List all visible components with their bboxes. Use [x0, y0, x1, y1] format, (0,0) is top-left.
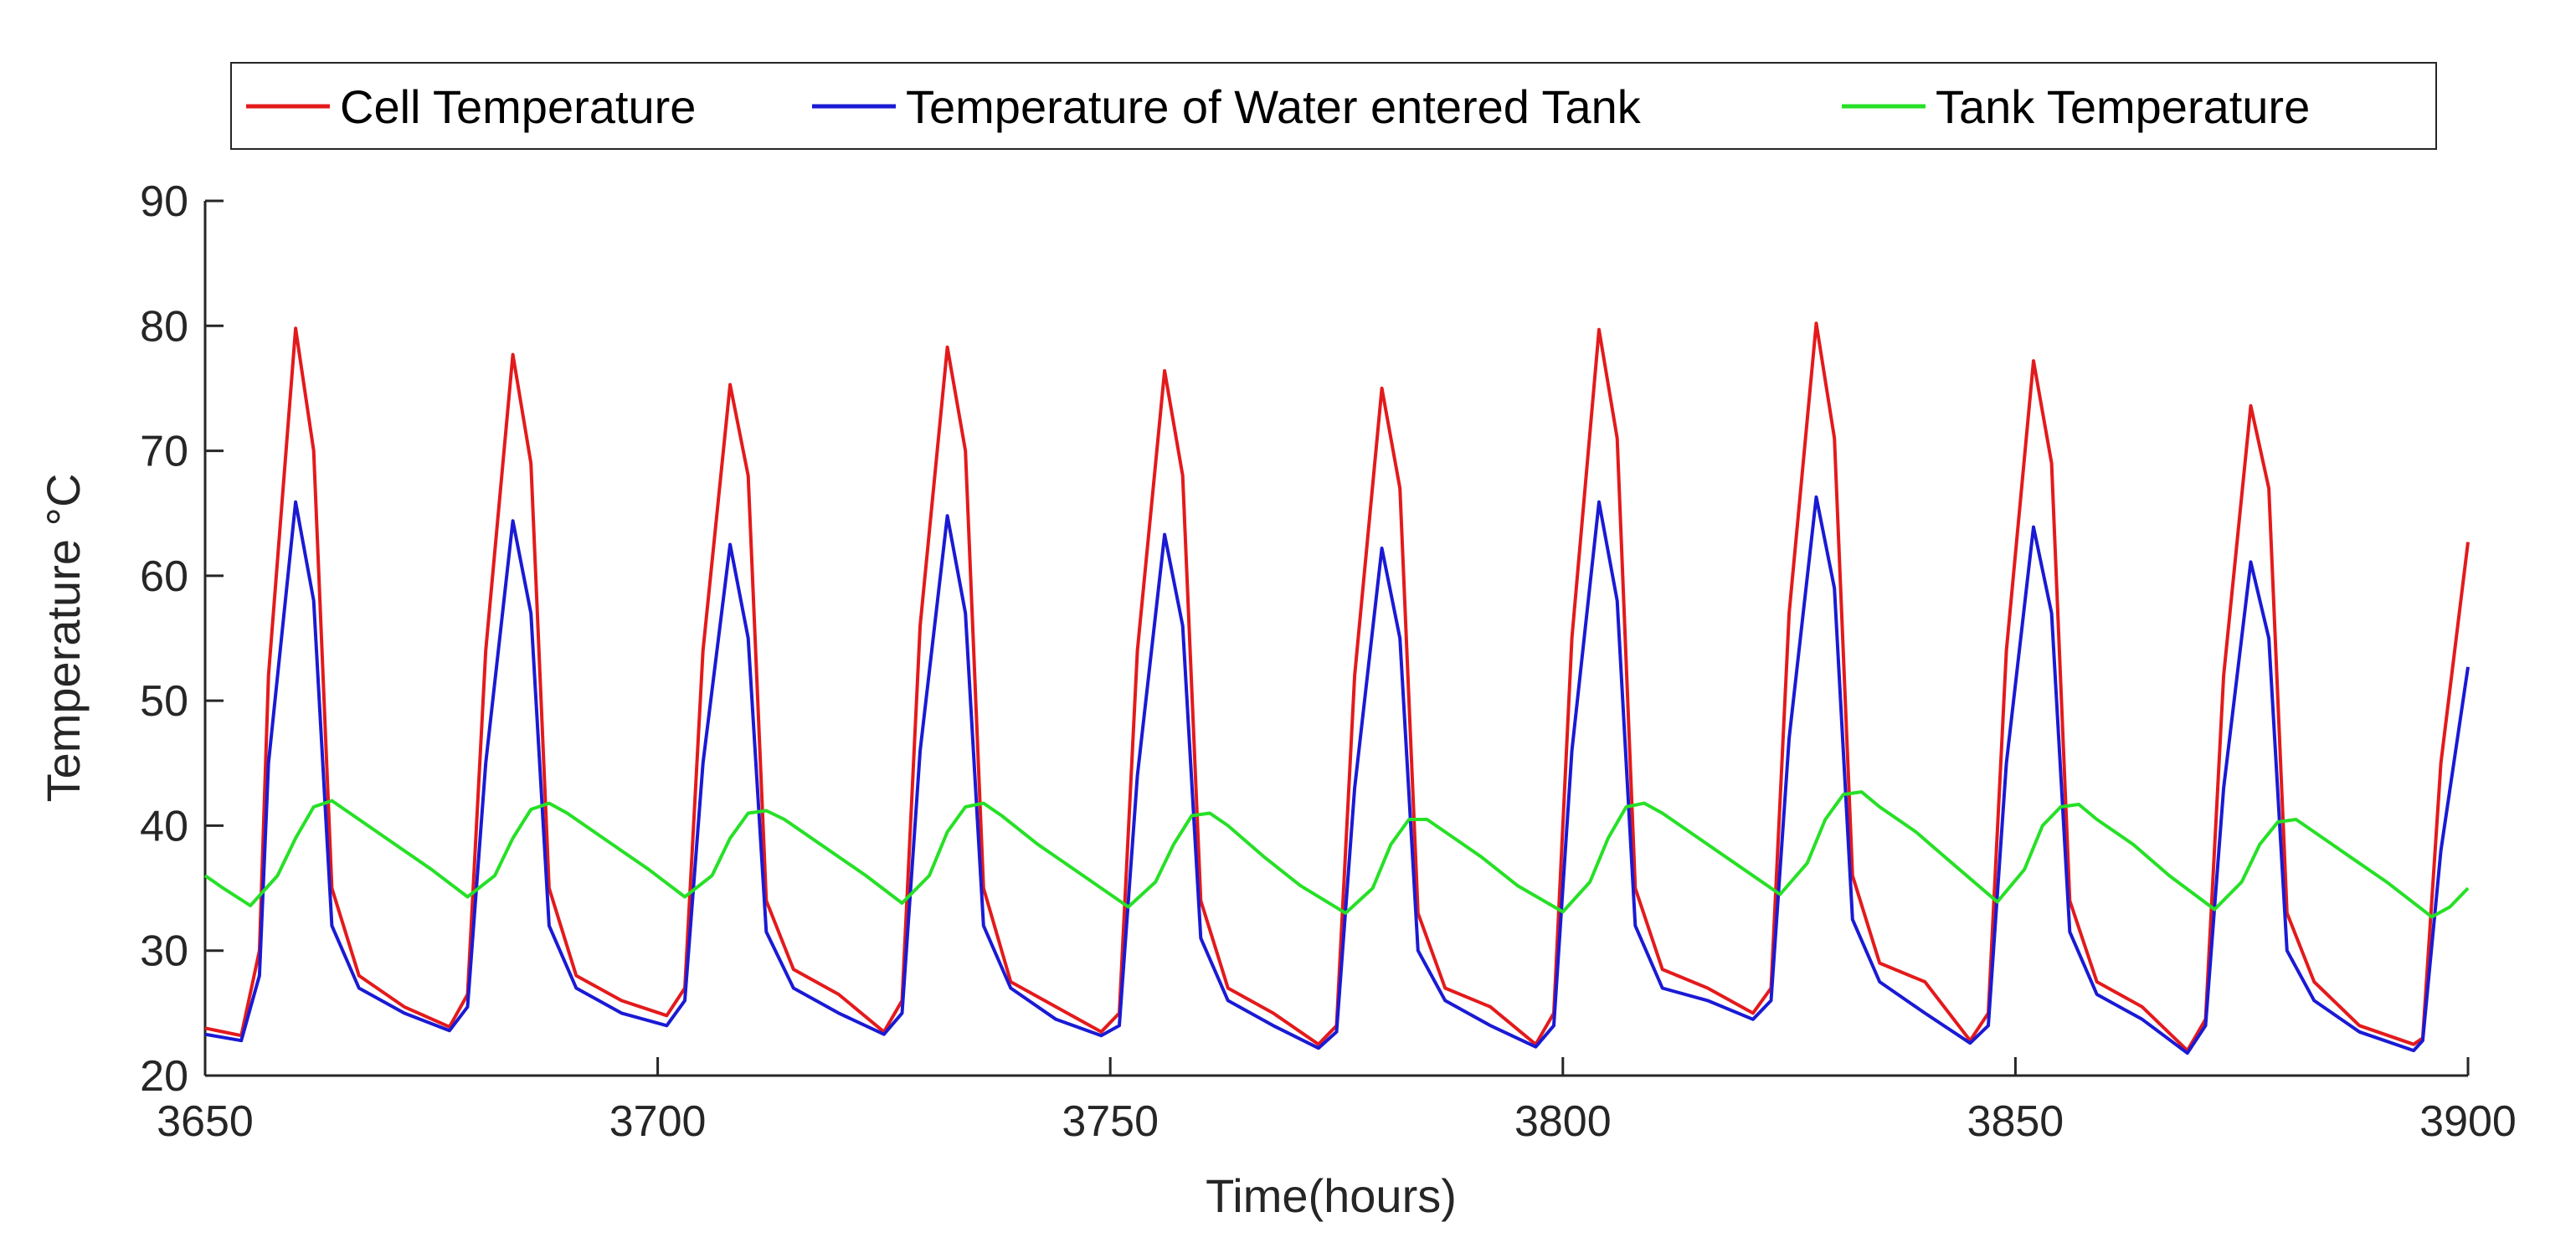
legend-label-water-entered-tank: Temperature of Water entered Tank	[906, 80, 1642, 133]
y-tick-label: 80	[140, 302, 188, 351]
x-tick-label: 3900	[2419, 1097, 2517, 1146]
y-tick-label: 70	[140, 428, 188, 476]
y-axis-label: Temperature °C	[37, 474, 90, 803]
axes	[203, 201, 2468, 1077]
legend-label-tank-temperature: Tank Temperature	[1936, 80, 2310, 133]
y-tick-label: 90	[140, 177, 188, 226]
x-axis-label: Time(hours)	[1206, 1169, 1457, 1222]
x-tick-label: 3650	[157, 1097, 254, 1146]
y-tick-label: 20	[140, 1052, 188, 1101]
series-line-water-entered-tank	[204, 495, 2470, 1055]
y-tick-label: 40	[140, 802, 188, 850]
y-tick-label: 30	[140, 927, 188, 976]
legend: Cell Temperature Temperature of Water en…	[230, 62, 2437, 150]
x-tick-label: 3850	[1967, 1097, 2064, 1146]
legend-label-cell-temperature: Cell Temperature	[340, 80, 696, 133]
y-ticks: 20 30 40 50 60 70 80 90	[140, 177, 224, 1101]
series-group	[203, 321, 2470, 1055]
y-tick-label: 50	[140, 677, 188, 726]
x-tick-label: 3700	[609, 1097, 707, 1146]
x-tick-label: 3800	[1514, 1097, 1612, 1146]
x-tick-label: 3750	[1062, 1097, 1159, 1146]
series-line-tank-temperature	[203, 790, 2470, 919]
legend-box	[230, 62, 2437, 150]
y-tick-label: 60	[140, 552, 188, 601]
x-ticks: 3650 3700 3750 3800 3850 3900	[157, 1057, 2517, 1146]
